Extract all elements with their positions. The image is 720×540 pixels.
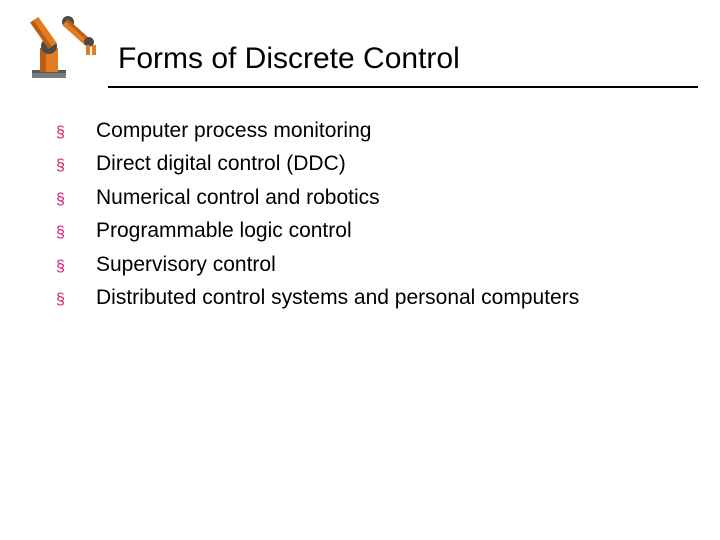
bullet-icon: § (56, 122, 96, 144)
robot-arm-icon (26, 8, 106, 80)
bullet-icon: § (56, 189, 96, 211)
bullet-text: Numerical control and robotics (96, 183, 380, 212)
bullet-text: Supervisory control (96, 250, 276, 279)
bullet-text: Distributed control systems and personal… (96, 283, 579, 312)
list-item: § Distributed control systems and person… (56, 283, 690, 312)
list-item: § Numerical control and robotics (56, 183, 690, 212)
bullet-list: § Computer process monitoring § Direct d… (56, 116, 690, 316)
bullet-icon: § (56, 155, 96, 177)
list-item: § Computer process monitoring (56, 116, 690, 145)
title-underline (108, 86, 698, 88)
list-item: § Programmable logic control (56, 216, 690, 245)
list-item: § Direct digital control (DDC) (56, 149, 690, 178)
bullet-icon: § (56, 256, 96, 278)
slide-title: Forms of Discrete Control (118, 42, 460, 76)
bullet-text: Direct digital control (DDC) (96, 149, 346, 178)
slide: Forms of Discrete Control § Computer pro… (0, 0, 720, 540)
bullet-icon: § (56, 289, 96, 311)
bullet-icon: § (56, 222, 96, 244)
bullet-text: Programmable logic control (96, 216, 352, 245)
list-item: § Supervisory control (56, 250, 690, 279)
bullet-text: Computer process monitoring (96, 116, 371, 145)
